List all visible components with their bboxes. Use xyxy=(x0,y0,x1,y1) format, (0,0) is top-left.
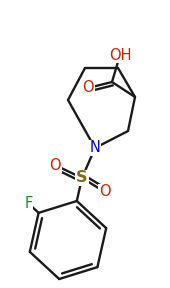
Text: O: O xyxy=(49,158,61,173)
Text: N: N xyxy=(90,141,100,156)
Text: O: O xyxy=(82,81,94,96)
Text: F: F xyxy=(24,196,32,211)
Text: O: O xyxy=(99,185,111,200)
Text: OH: OH xyxy=(109,48,131,62)
Text: S: S xyxy=(76,170,88,185)
